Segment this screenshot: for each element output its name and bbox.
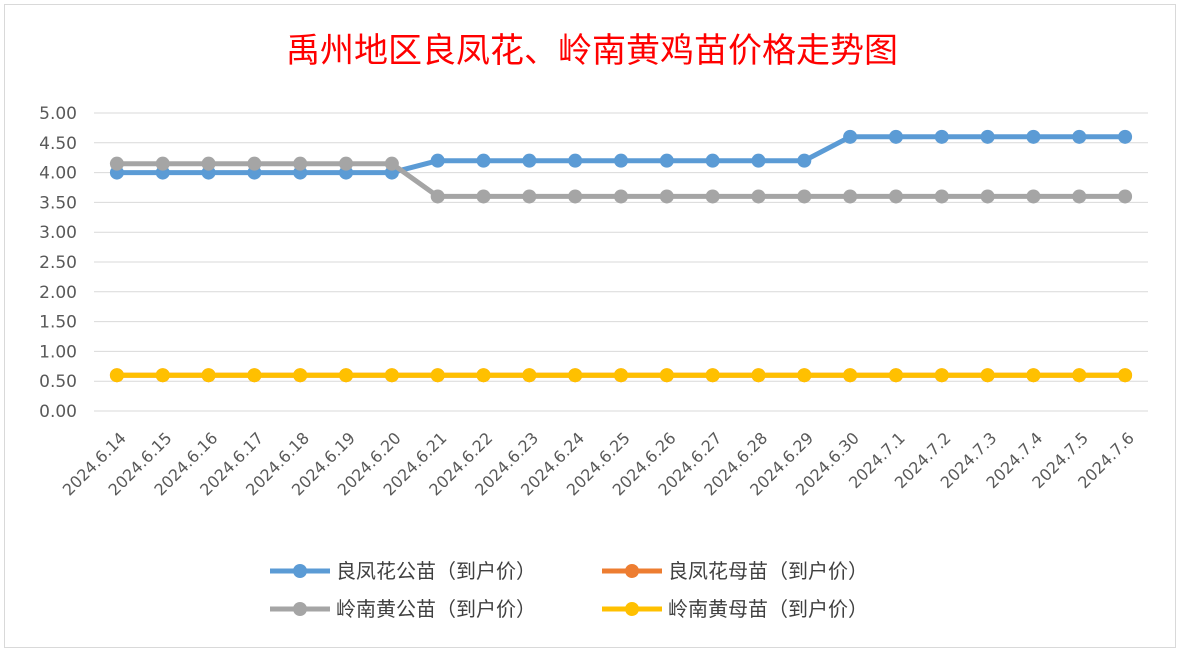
y-tick-label: 3.50 [39, 193, 77, 213]
data-point [1026, 368, 1041, 383]
data-point [934, 129, 949, 144]
data-point [888, 189, 903, 204]
series-4 [109, 368, 1133, 383]
legend-item: 良凤花母苗（到户价） [602, 559, 868, 583]
data-point [476, 368, 491, 383]
data-point [614, 368, 628, 383]
legend-marker [625, 564, 639, 578]
data-point [430, 368, 445, 383]
chart-frame [4, 4, 1176, 648]
data-point [797, 189, 812, 204]
data-point [614, 153, 628, 168]
data-point [293, 368, 308, 383]
data-point [843, 189, 858, 204]
data-point [751, 153, 766, 168]
data-point [339, 368, 354, 383]
data-point [339, 156, 354, 171]
data-point [568, 153, 583, 168]
data-point [201, 156, 216, 171]
legend-label: 岭南黄母苗（到户价） [668, 597, 868, 621]
data-point [843, 129, 858, 144]
series-1 [109, 129, 1133, 180]
data-point [1118, 129, 1133, 144]
data-point [797, 368, 812, 383]
data-point [430, 189, 445, 204]
data-point [705, 189, 720, 204]
data-point [155, 368, 170, 383]
data-point [522, 368, 537, 383]
data-point [934, 368, 949, 383]
data-point [476, 189, 491, 204]
legend-item: 岭南黄公苗（到户价） [270, 597, 536, 621]
data-point [659, 368, 674, 383]
data-point [568, 189, 583, 204]
legend-marker [293, 602, 307, 616]
y-tick-label: 2.50 [39, 253, 77, 273]
data-point [980, 129, 995, 144]
y-tick-label: 3.00 [39, 223, 77, 243]
data-point [659, 153, 674, 168]
data-point [980, 189, 995, 204]
legend-label: 岭南黄公苗（到户价） [336, 597, 536, 621]
series-3 [109, 156, 1133, 204]
data-point [751, 368, 766, 383]
chart-title: 禹州地区良凤花、岭南黄鸡苗价格走势图 [286, 31, 898, 71]
data-point [1026, 189, 1041, 204]
data-point [797, 153, 812, 168]
data-point [1072, 368, 1087, 383]
data-point [843, 368, 858, 383]
y-axis-ticks: 0.00 0.50 1.00 1.50 2.00 2.50 3.00 3.50 4.00 4.50… [39, 104, 77, 422]
y-tick-label: 1.00 [39, 342, 77, 362]
legend-marker [293, 564, 307, 578]
data-point [659, 189, 674, 204]
data-point [1118, 368, 1133, 383]
data-point [705, 368, 720, 383]
data-point [155, 156, 170, 171]
y-tick-label: 4.50 [39, 134, 77, 154]
legend-item: 岭南黄母苗（到户价） [602, 597, 868, 621]
y-tick-label: 0.50 [39, 372, 77, 392]
legend-label: 良凤花公苗（到户价） [336, 559, 536, 583]
y-tick-label: 5.00 [39, 104, 77, 124]
data-point [109, 156, 124, 171]
data-point [293, 156, 308, 171]
series-layer [109, 129, 1133, 383]
data-point [247, 156, 262, 171]
data-point [934, 189, 949, 204]
data-point [1026, 129, 1041, 144]
data-point [384, 156, 399, 171]
y-tick-label: 2.00 [39, 283, 77, 303]
data-point [201, 368, 216, 383]
data-point [476, 153, 491, 168]
legend-label: 良凤花母苗（到户价） [668, 559, 868, 583]
data-point [1072, 129, 1087, 144]
legend-marker [625, 602, 639, 616]
data-point [888, 129, 903, 144]
data-point [888, 368, 903, 383]
data-point [247, 368, 262, 383]
data-point [384, 368, 399, 383]
data-point [1118, 189, 1133, 204]
y-tick-label: 1.50 [39, 313, 77, 333]
x-axis-ticks: 2024.6.142024.6.152024.6.162024.6.172024… [59, 428, 1138, 499]
data-point [751, 189, 766, 204]
data-point [568, 368, 583, 383]
data-point [109, 368, 124, 383]
data-point [522, 189, 537, 204]
legend-item: 良凤花公苗（到户价） [270, 559, 536, 583]
data-point [705, 153, 720, 168]
data-point [1072, 189, 1087, 204]
data-point [430, 153, 445, 168]
y-tick-label: 0.00 [39, 402, 77, 422]
legend: 良凤花公苗（到户价） 良凤花母苗（到户价） 岭南黄公苗（到户价） 岭南黄母苗（到户价） [270, 559, 868, 621]
data-point [614, 189, 628, 204]
y-tick-label: 4.00 [39, 164, 77, 184]
data-point [980, 368, 995, 383]
data-point [522, 153, 537, 168]
